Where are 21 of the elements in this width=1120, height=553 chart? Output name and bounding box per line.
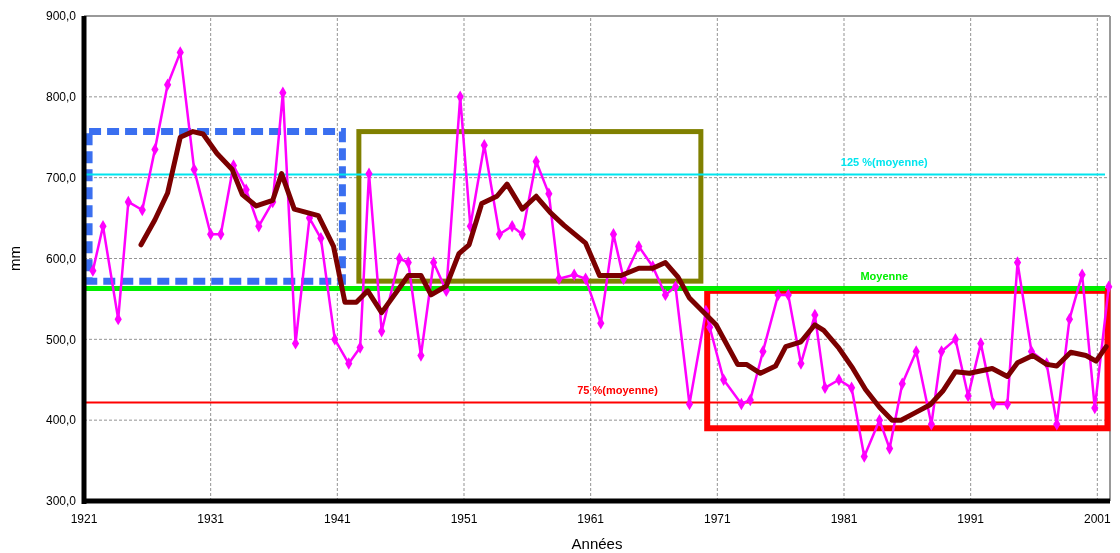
ref-line-label: Moyenne [860, 270, 909, 283]
y-tick-label: 900,0 [45, 9, 77, 24]
y-tick-label: 300,0 [45, 494, 77, 509]
x-tick-label: 1981 [830, 512, 858, 526]
x-tick-label: 1921 [70, 512, 98, 526]
x-tick-label: 2001 [1083, 512, 1111, 526]
y-tick-label: 700,0 [45, 170, 77, 185]
y-tick-label: 400,0 [45, 413, 77, 428]
x-tick-label: 1991 [957, 512, 985, 526]
x-tick-label: 1941 [323, 512, 351, 526]
x-axis-title: Années [571, 535, 623, 552]
x-tick-label: 1961 [577, 512, 605, 526]
x-tick-label: 1931 [197, 512, 225, 526]
x-tick-label: 1971 [703, 512, 731, 526]
y-tick-label: 600,0 [45, 251, 77, 266]
ref-line-label: 75 %(moyenne) [577, 384, 659, 397]
y-axis-title: mm [6, 246, 23, 271]
x-tick-label: 1951 [450, 512, 478, 526]
y-tick-label: 800,0 [45, 90, 77, 105]
ref-line-label: 125 %(moyenne) [840, 156, 929, 169]
y-tick-label: 500,0 [45, 332, 77, 347]
